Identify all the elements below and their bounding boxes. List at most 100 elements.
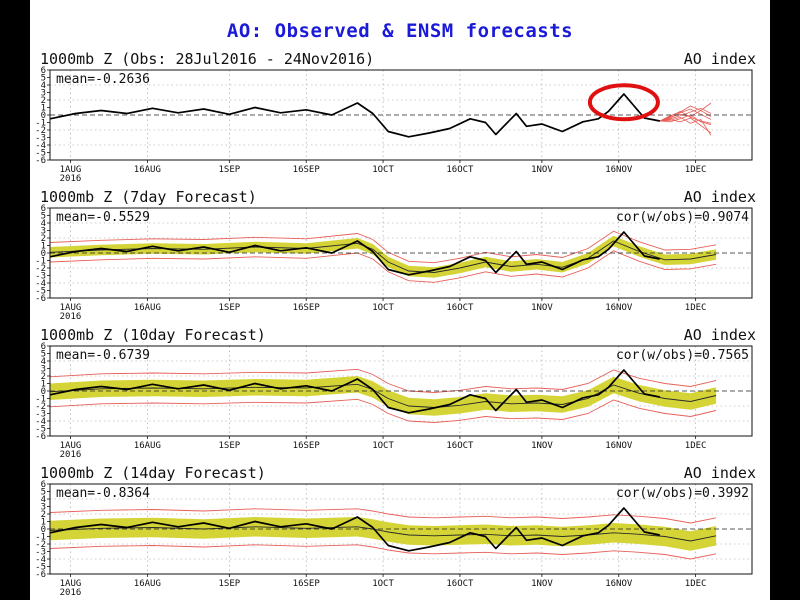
y-tick-label: 0	[41, 525, 46, 535]
x-tick-label: 16SEP	[293, 579, 321, 589]
y-tick-label: 3	[41, 89, 46, 99]
y-tick-label: -3	[35, 548, 46, 558]
member-forecast-line-7	[659, 114, 712, 126]
x-tick-label: 1OCT	[372, 579, 394, 589]
x-tick-label: 1DEC	[685, 165, 707, 175]
ensemble-lower-bound-line	[49, 544, 717, 560]
y-tick-label: -5	[35, 425, 46, 435]
y-tick-label: 3	[41, 503, 46, 513]
ensemble-band	[50, 235, 717, 278]
observed-line	[49, 369, 660, 414]
panel-4-title: 1000mb Z (14day Forecast)	[40, 464, 266, 482]
x-tick-label: 1OCT	[372, 165, 394, 175]
panel-4-header: 1000mb Z (14day Forecast) AO index	[34, 464, 756, 482]
y-tick-label: 2	[41, 510, 46, 520]
y-tick-label: 5	[41, 488, 46, 498]
member-forecast-line-2	[659, 110, 712, 124]
x-tick-label: 2016	[60, 450, 82, 460]
x-tick-label: 16NOV	[605, 441, 633, 451]
ensemble-mean-line	[49, 383, 717, 408]
panel-2-title: 1000mb Z (7day Forecast)	[40, 188, 257, 206]
x-tick-label: 1SEP	[218, 303, 240, 313]
x-tick-label: 1OCT	[372, 303, 394, 313]
panel-2-right-label: AO index	[683, 188, 756, 206]
mean-stat-text: mean=-0.5529	[56, 210, 150, 225]
y-tick-label: -5	[35, 149, 46, 159]
ensemble-mean-line	[49, 240, 717, 273]
y-tick-label: -1	[35, 395, 46, 405]
x-tick-label: 2016	[60, 174, 82, 184]
y-tick-label: 3	[41, 365, 46, 375]
mean-stat-text: mean=-0.8364	[56, 486, 150, 501]
y-tick-label: 6	[41, 66, 46, 76]
x-tick-label: 16OCT	[446, 441, 474, 451]
y-tick-label: 1	[41, 518, 46, 528]
x-tick-label: 16AUG	[134, 303, 161, 313]
y-tick-label: 3	[41, 227, 46, 237]
y-tick-label: -1	[35, 257, 46, 267]
y-tick-label: 5	[41, 350, 46, 360]
y-tick-label: 2	[41, 96, 46, 106]
y-tick-label: -2	[35, 126, 46, 136]
panel-3-header: 1000mb Z (10day Forecast) AO index	[34, 326, 756, 344]
ensemble-lower-bound-line	[49, 398, 717, 423]
highlight-circle	[587, 83, 660, 122]
y-tick-label: -2	[35, 402, 46, 412]
y-tick-label: 4	[41, 219, 46, 229]
x-tick-label: 1NOV	[531, 303, 553, 313]
x-tick-label: 1AUG	[60, 441, 82, 451]
y-tick-label: 6	[41, 204, 46, 214]
y-tick-label: -1	[35, 533, 46, 543]
y-tick-label: 4	[41, 357, 46, 367]
panel-3-right-label: AO index	[683, 326, 756, 344]
x-tick-label: 1DEC	[685, 303, 707, 313]
x-tick-label: 16AUG	[134, 165, 161, 175]
x-tick-label: 2016	[60, 588, 82, 598]
panel-3-title: 1000mb Z (10day Forecast)	[40, 326, 266, 344]
x-tick-label: 1NOV	[531, 579, 553, 589]
x-tick-label: 16NOV	[605, 579, 633, 589]
x-tick-label: 2016	[60, 312, 82, 322]
x-tick-label: 1SEP	[218, 441, 240, 451]
ensemble-upper-bound-line	[49, 230, 717, 264]
x-tick-label: 16NOV	[605, 165, 633, 175]
observed-line	[49, 93, 660, 138]
y-tick-label: 1	[41, 380, 46, 390]
y-tick-label: -6	[35, 156, 46, 166]
y-tick-label: 1	[41, 104, 46, 114]
mean-stat-text: mean=-0.2636	[56, 72, 150, 87]
y-tick-label: 4	[41, 81, 46, 91]
x-tick-label: 1NOV	[531, 441, 553, 451]
x-tick-label: 16AUG	[134, 579, 161, 589]
y-tick-label: -4	[35, 555, 46, 565]
y-tick-label: 2	[41, 234, 46, 244]
y-tick-label: 5	[41, 74, 46, 84]
y-tick-label: 5	[41, 212, 46, 222]
x-tick-label: 16OCT	[446, 303, 474, 313]
x-tick-label: 16AUG	[134, 441, 161, 451]
y-tick-label: 2	[41, 372, 46, 382]
y-tick-label: -2	[35, 264, 46, 274]
x-tick-label: 16OCT	[446, 579, 474, 589]
x-tick-label: 1DEC	[685, 579, 707, 589]
x-tick-label: 1AUG	[60, 165, 82, 175]
y-tick-label: -4	[35, 141, 46, 151]
panel-2-header: 1000mb Z (7day Forecast) AO index	[34, 188, 756, 206]
panel-1-header: 1000mb Z (Obs: 28Jul2016 - 24Nov2016) AO…	[34, 50, 756, 68]
y-tick-label: -3	[35, 272, 46, 282]
y-tick-label: -5	[35, 287, 46, 297]
observed-line	[49, 507, 660, 552]
y-tick-label: -4	[35, 417, 46, 427]
y-tick-label: 6	[41, 342, 46, 352]
y-tick-label: 0	[41, 111, 46, 121]
panel-4-right-label: AO index	[683, 464, 756, 482]
x-tick-label: 16SEP	[293, 441, 321, 451]
x-tick-label: 1SEP	[218, 165, 240, 175]
member-forecast-line-6	[659, 105, 712, 122]
x-tick-label: 1NOV	[531, 165, 553, 175]
y-tick-label: -6	[35, 570, 46, 580]
y-tick-label: 0	[41, 249, 46, 259]
y-tick-label: -6	[35, 294, 46, 304]
